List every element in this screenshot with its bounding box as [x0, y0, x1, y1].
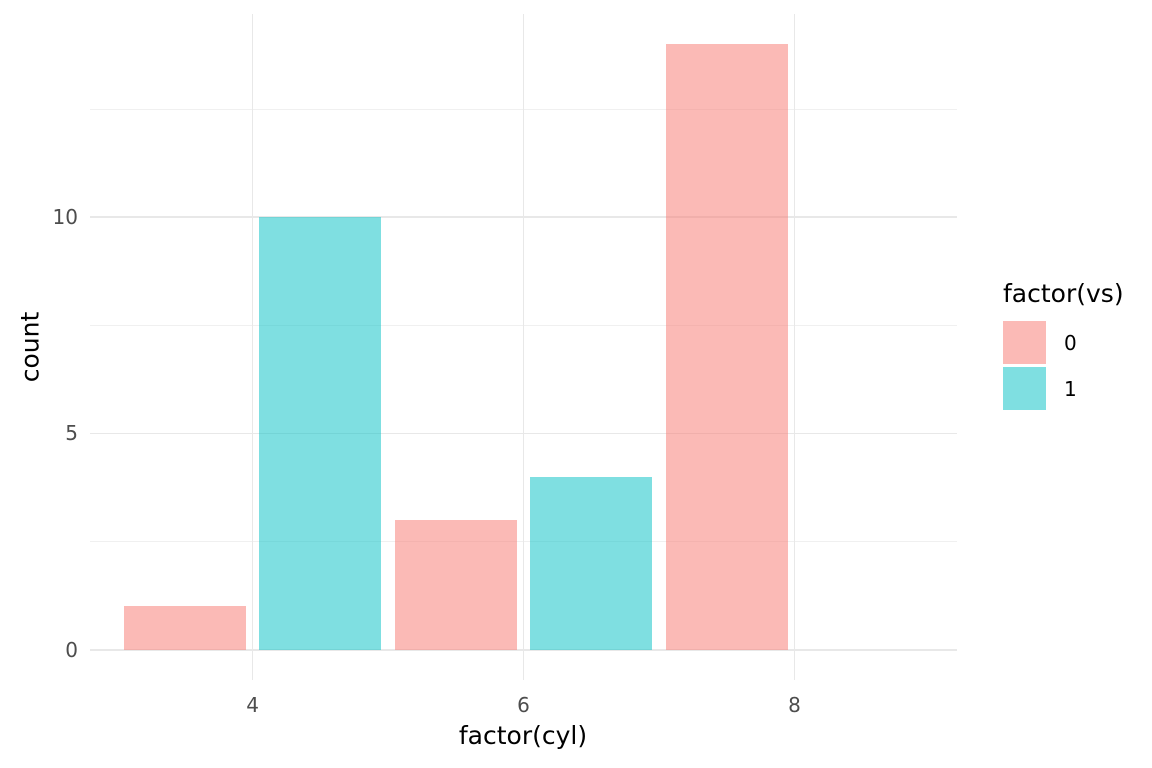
y-tick-label: 0	[65, 637, 78, 662]
bar	[530, 476, 653, 650]
plot-panel	[90, 14, 957, 680]
x-tick-label: 6	[517, 693, 530, 717]
legend-title: factor(vs)	[1003, 279, 1124, 308]
x-major-gridline	[251, 14, 254, 680]
x-major-gridline	[793, 14, 796, 680]
legend-key-label: 1	[1064, 376, 1077, 401]
legend-key-swatch	[1003, 367, 1046, 410]
legend-key-label: 0	[1064, 330, 1077, 355]
x-tick-label: 8	[788, 693, 801, 717]
x-major-gridline	[522, 14, 525, 680]
y-tick-label: 5	[65, 421, 78, 446]
x-tick-label: 4	[246, 693, 259, 717]
bar	[123, 606, 246, 650]
bar	[394, 519, 517, 650]
bar	[259, 217, 382, 650]
y-axis-title: count	[15, 311, 45, 383]
bar	[665, 44, 788, 650]
legend-key-swatch	[1003, 321, 1046, 364]
x-axis-title: factor(cyl)	[458, 721, 588, 750]
legend-item: 1	[1003, 367, 1124, 410]
y-tick-label: 10	[52, 205, 78, 230]
legend-item: 0	[1003, 321, 1124, 364]
